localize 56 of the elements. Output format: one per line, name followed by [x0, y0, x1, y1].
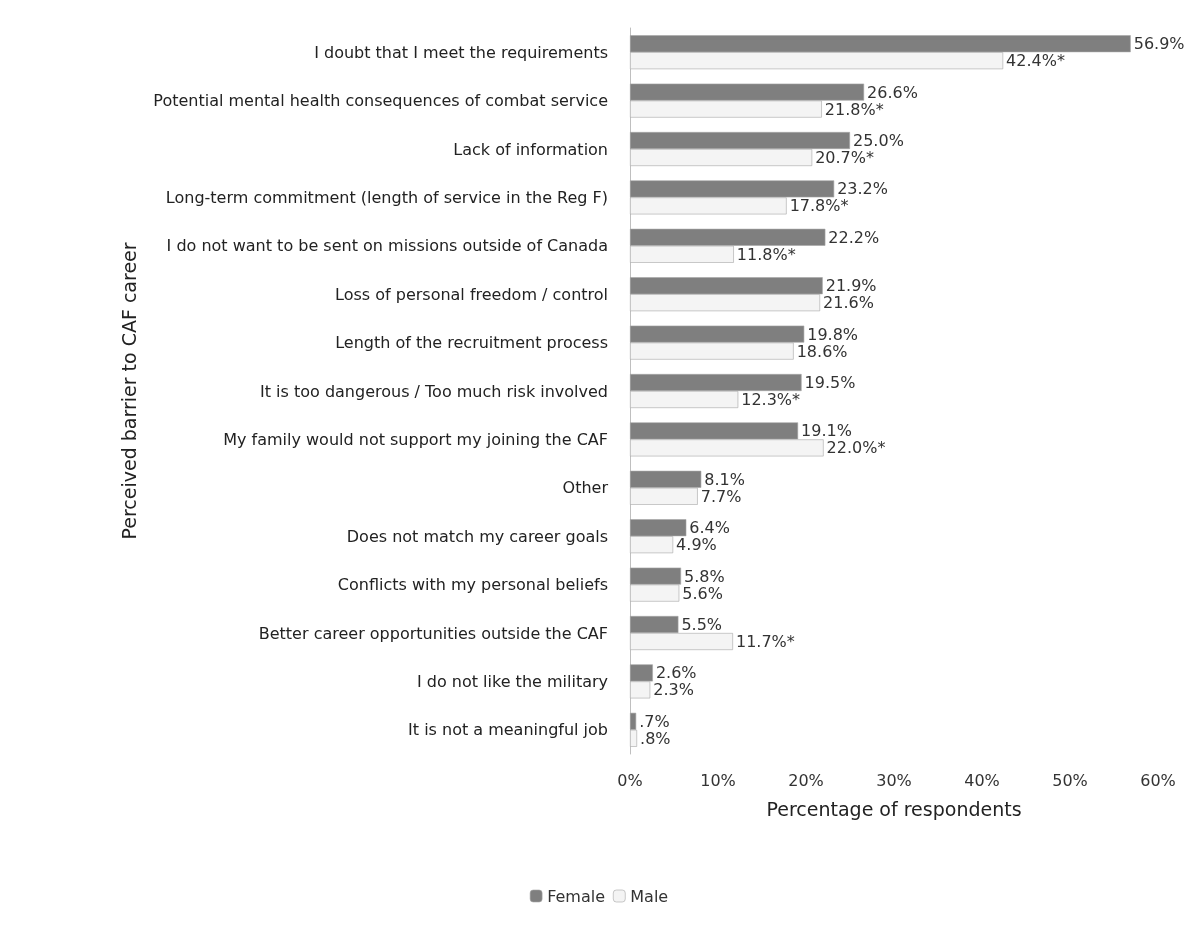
data-label: 19.5% — [804, 373, 856, 392]
data-label: 25.0% — [853, 131, 904, 150]
legend-label: Male — [630, 886, 669, 906]
data-label: 8.1% — [704, 469, 745, 489]
data-label: 21.6% — [823, 293, 874, 313]
data-label: 56.9% — [1133, 34, 1185, 54]
data-label: 7.7% — [700, 486, 742, 506]
data-label: 20.7%* — [815, 148, 874, 167]
y-tick-label: Length of the recruitment process — [335, 333, 608, 353]
data-label: 5.8% — [684, 566, 725, 586]
y-tick-label: Lack of information — [453, 139, 608, 159]
x-tick-label: 20% — [788, 770, 824, 790]
data-label: 21.8%* — [824, 99, 884, 119]
y-tick-label: Better career opportunities outside the CAF — [258, 623, 608, 643]
x-axis-title: Percentage of respondents — [766, 797, 1022, 820]
y-axis-title: Perceived barrier to CAF career — [117, 242, 140, 540]
data-label: 2.6% — [655, 663, 697, 683]
data-label: 5.6% — [682, 583, 723, 603]
x-tick-label: 0% — [617, 770, 643, 790]
y-tick-label: My family would not support my joining the CAF — [223, 429, 608, 449]
y-tick-label: I do not want to be sent on missions outside of Canada — [166, 236, 608, 256]
data-label: 22.2% — [828, 227, 880, 247]
y-tick-label: I doubt that I meet the requirements — [314, 42, 608, 62]
data-label: 4.9% — [676, 535, 717, 555]
data-label: 23.2% — [837, 179, 888, 199]
data-label: .8% — [640, 728, 671, 748]
data-label: 17.8%* — [789, 196, 849, 216]
y-tick-label: It is not a meaningful job — [408, 720, 608, 740]
data-label: 19.1% — [801, 421, 852, 441]
x-tick-label: 30% — [876, 770, 912, 790]
data-label: 26.6% — [867, 82, 918, 102]
legend-label: Female — [547, 886, 605, 906]
data-label: 19.8% — [807, 324, 859, 344]
x-tick-label: 40% — [964, 770, 1000, 790]
data-label: .7% — [639, 711, 670, 731]
data-label: 22.0%* — [826, 438, 886, 458]
data-label: 21.9% — [825, 276, 877, 296]
data-label: 11.8%* — [736, 244, 796, 264]
data-label: 18.6% — [796, 341, 848, 361]
x-tick-label: 50% — [1052, 770, 1088, 790]
y-tick-label: Loss of personal freedom / control — [335, 284, 608, 304]
data-label: 6.4% — [689, 518, 730, 538]
data-label: 5.5% — [681, 615, 723, 634]
y-tick-label: Potential mental health consequences of combat service — [153, 91, 608, 111]
y-tick-label: Other — [562, 478, 609, 498]
data-label: 42.4%* — [1006, 51, 1065, 71]
y-tick-label: It is too dangerous / Too much risk involved — [260, 381, 608, 401]
y-tick-label: Long-term commitment (length of service in the Reg F) — [165, 187, 608, 207]
y-tick-label: Does not match my career goals — [346, 526, 608, 546]
data-label: 11.7%* — [735, 632, 795, 651]
y-tick-label: Conflicts with my personal beliefs — [337, 575, 608, 595]
y-tick-label: I do not like the military — [416, 671, 608, 691]
x-tick-label: 10% — [700, 770, 736, 790]
data-label: 2.3% — [653, 680, 694, 700]
data-label: 12.3%* — [741, 390, 801, 409]
x-tick-label: 60% — [1140, 770, 1176, 790]
